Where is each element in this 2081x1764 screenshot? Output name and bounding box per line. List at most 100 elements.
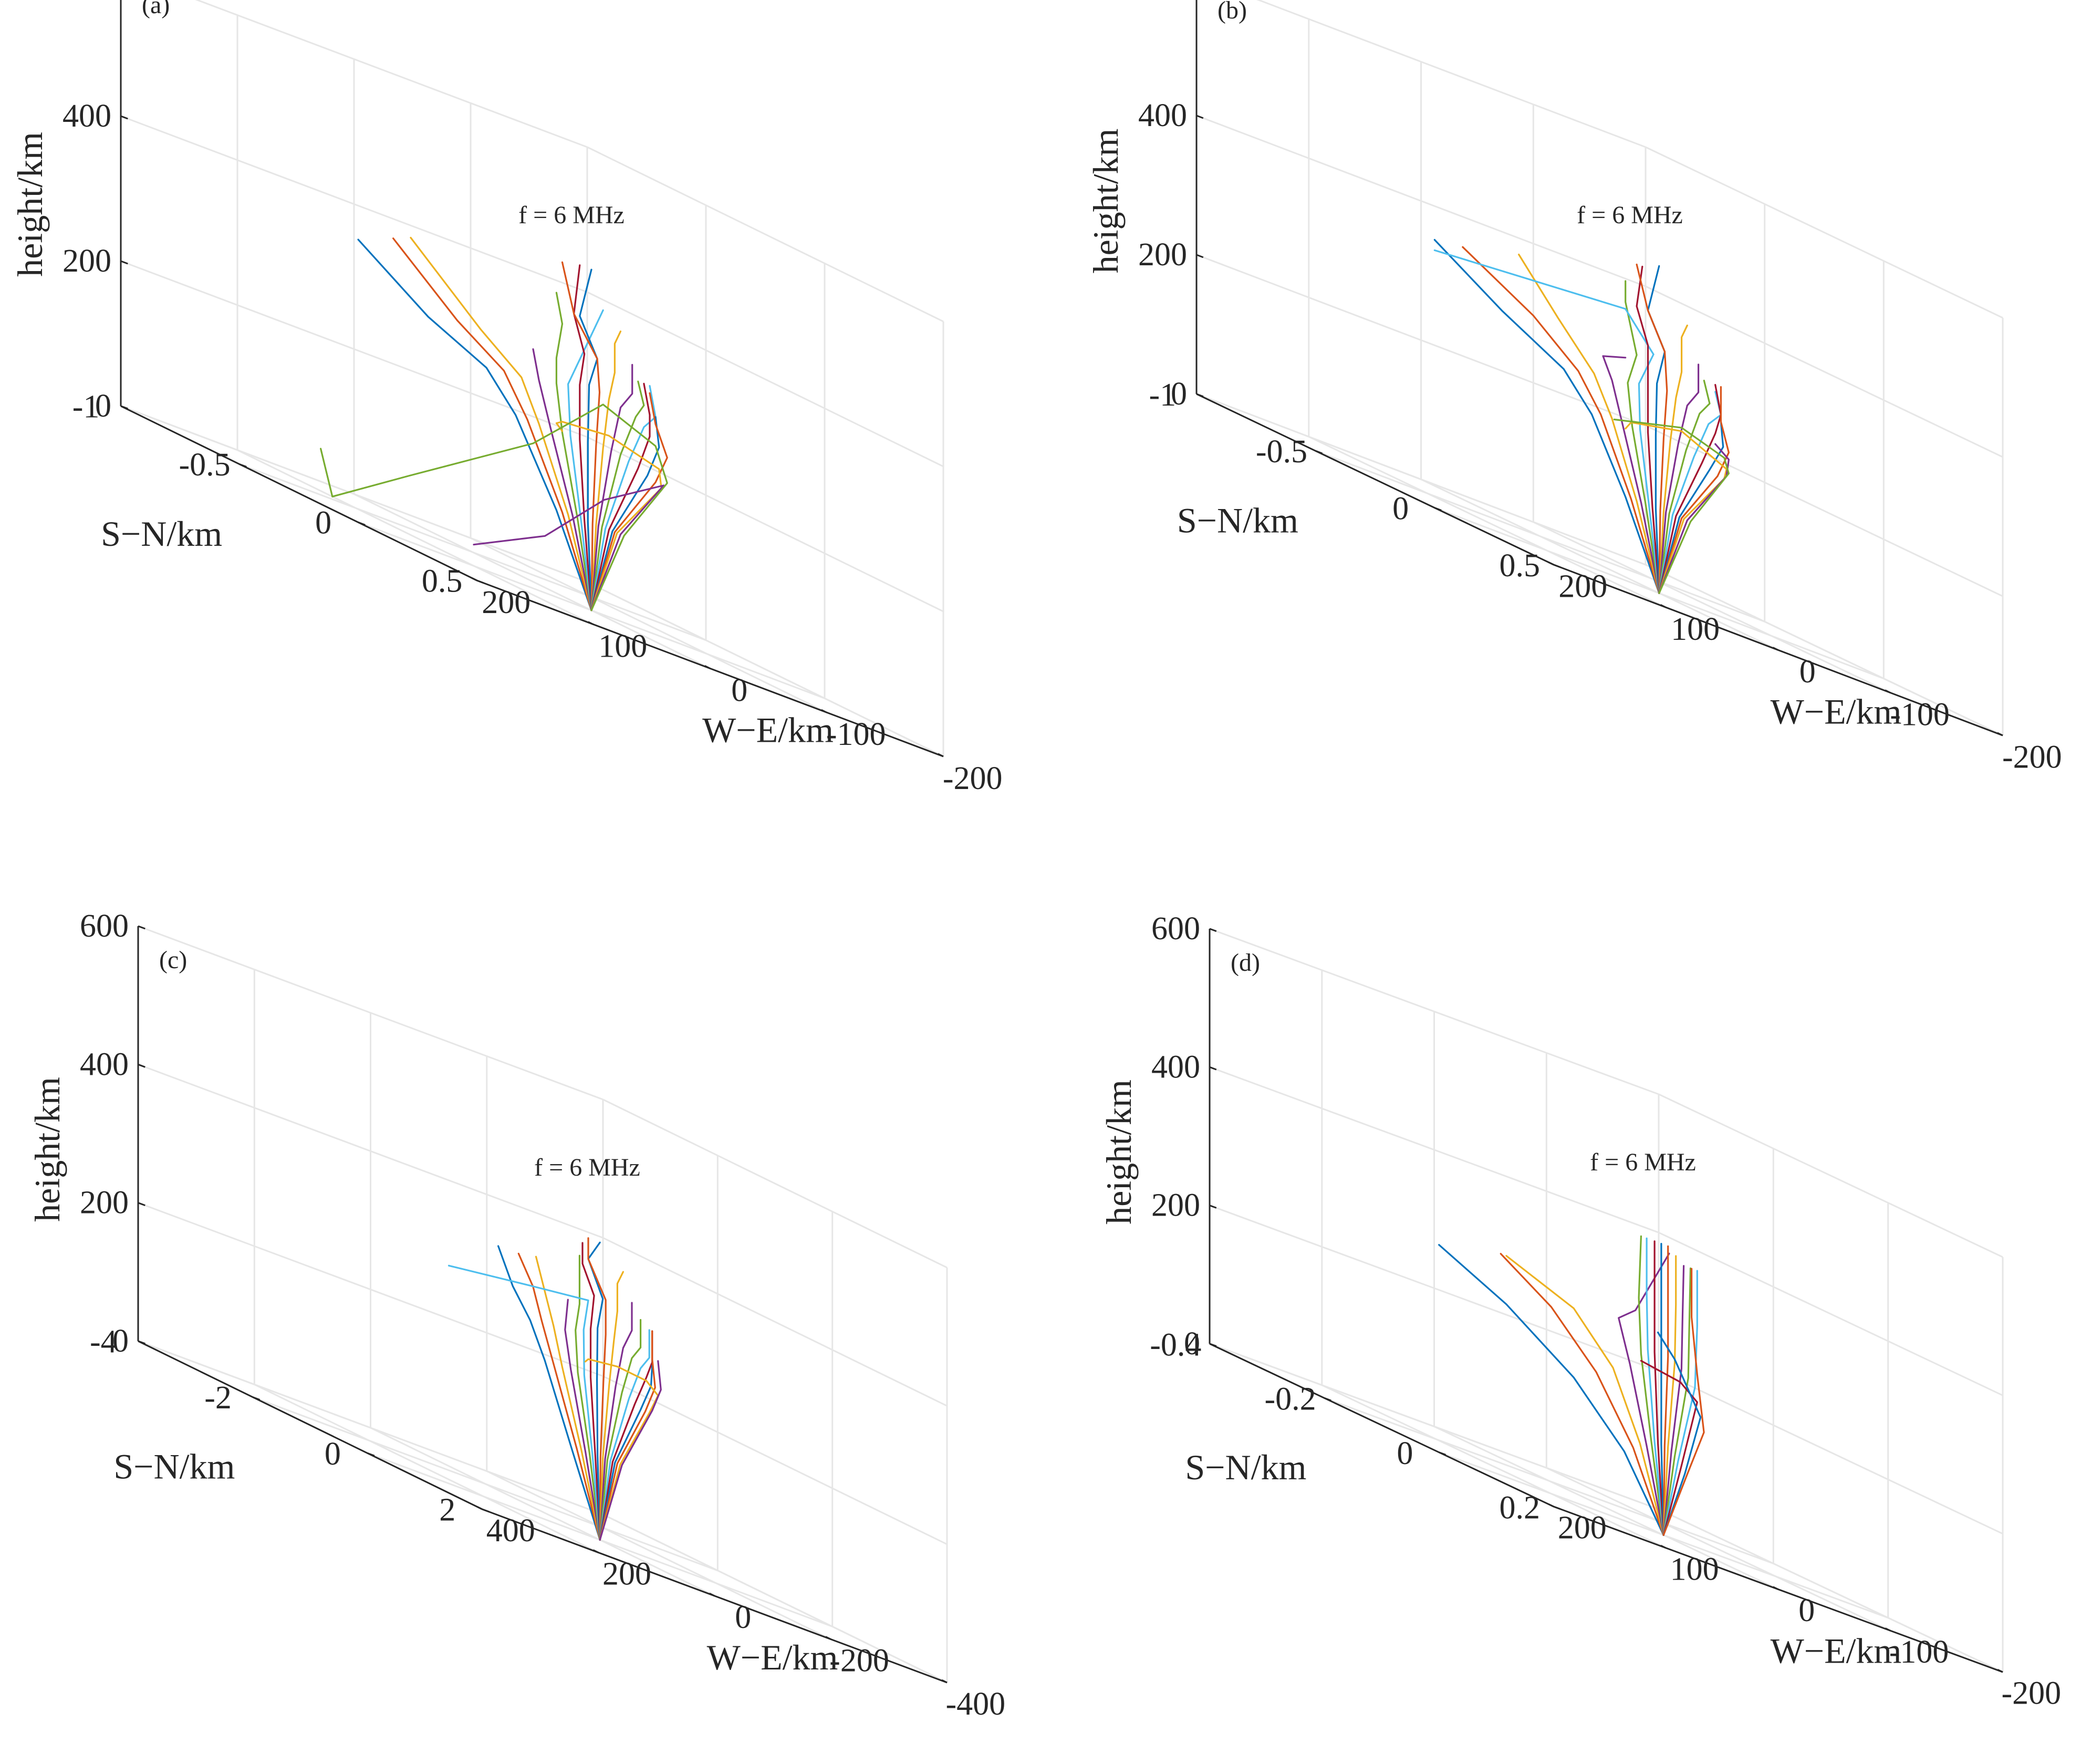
series-7-line [581,1242,601,1541]
x-axis-label: W−E/km [702,710,834,750]
grid-line [602,1098,948,1269]
grid-line [1196,254,1646,427]
y-tick [482,1508,490,1513]
x-tick [1885,689,1891,694]
grid-line [1308,435,1667,608]
y-tick-label: 0.5 [422,563,463,599]
grid-line [587,291,944,468]
x-tick [1772,647,1779,651]
grid-line [1322,1384,1667,1549]
series [1438,1235,1705,1536]
y-tick-label: 2 [439,1492,455,1528]
series-17-line [584,1358,659,1541]
series-4-line [1602,355,1660,594]
series-4-line [564,1299,601,1541]
panel-label: (b) [1218,0,1247,24]
x-tick-label: -400 [945,1686,1005,1722]
x-tick [825,1636,831,1640]
series-11-line [1658,364,1700,594]
z-tick-label: 200 [1138,237,1187,273]
y-tick-label: -4 [90,1324,117,1360]
y-axis-line [138,1340,483,1510]
grid-line [138,925,604,1101]
grid-line [1546,1467,1891,1632]
series-4-line [1618,1252,1670,1536]
z-axis-label: height/km [1099,1080,1139,1225]
series-9-line [587,1237,607,1541]
x-tick [471,577,477,582]
z-tick-label: 600 [80,908,129,944]
z-tick-label: 400 [80,1046,129,1082]
series-9-line [561,261,601,611]
grid [137,925,948,1684]
series-18-line [599,1360,662,1541]
series-12-line [590,380,645,611]
y-tick-label: -1 [72,389,100,424]
grid-line [120,115,588,293]
grid-line [1209,1066,1659,1233]
z-tick [138,1202,145,1207]
z-tick-label: 0 [1171,376,1187,412]
grid-line [1433,1426,1779,1590]
series-2-line [517,1252,601,1541]
grid-line [1420,479,1779,651]
grid-line [1209,1205,1659,1372]
z-tick-label: 0 [1184,1326,1200,1362]
series-6-line [448,1264,601,1541]
z-tick [120,260,128,265]
x-tick [1660,604,1667,608]
x-tick [821,709,827,713]
grid-line [1645,564,2003,736]
series-3-line [1505,1255,1664,1536]
series-14-line [590,382,651,611]
x-tick [1997,1668,2003,1673]
grid [1209,928,2004,1673]
y-tick [1553,1506,1561,1510]
x-tick-label: -100 [826,717,886,752]
grid-line [1645,146,2003,319]
frequency-annotation: f = 6 MHz [534,1154,640,1181]
z-tick [120,405,128,410]
x-tick-label: 0 [1798,1593,1815,1628]
z-tick [1196,254,1204,258]
x-tick [476,1506,483,1510]
series-8-line [579,268,598,611]
series-14-line [1658,383,1722,594]
grid-line [1196,115,1646,287]
y-tick-label: 0.5 [1500,548,1541,584]
z-tick [1209,1205,1217,1209]
y-tick [1315,450,1323,454]
x-tick-label: 200 [1558,1510,1607,1546]
series [320,236,668,611]
y-tick [252,1396,261,1401]
y-tick-label: 0 [325,1436,341,1472]
x-tick-label: -100 [1890,697,1950,732]
frequency-annotation: f = 6 MHz [1590,1148,1696,1176]
y-tick-label: -0.5 [1256,434,1307,470]
y-tick [1324,1397,1331,1402]
series-12-line [1658,379,1711,594]
series-15-line [599,1365,653,1541]
series-16-line [1662,1268,1705,1536]
series-12-line [599,1319,642,1541]
x-tick-label: 200 [482,585,530,620]
grid-line [587,581,944,758]
grid-line [237,449,594,626]
series-5-line [575,1254,601,1541]
y-tick [1553,564,1561,568]
series-19-line [1613,418,1730,594]
z-tick [1209,1066,1217,1071]
series-16-line [599,1330,656,1541]
grid-line [602,1375,948,1545]
grid-line [587,436,944,613]
grid-line [353,493,711,669]
grid [1195,0,2004,736]
series [1433,238,1730,594]
z-tick [138,1063,145,1068]
